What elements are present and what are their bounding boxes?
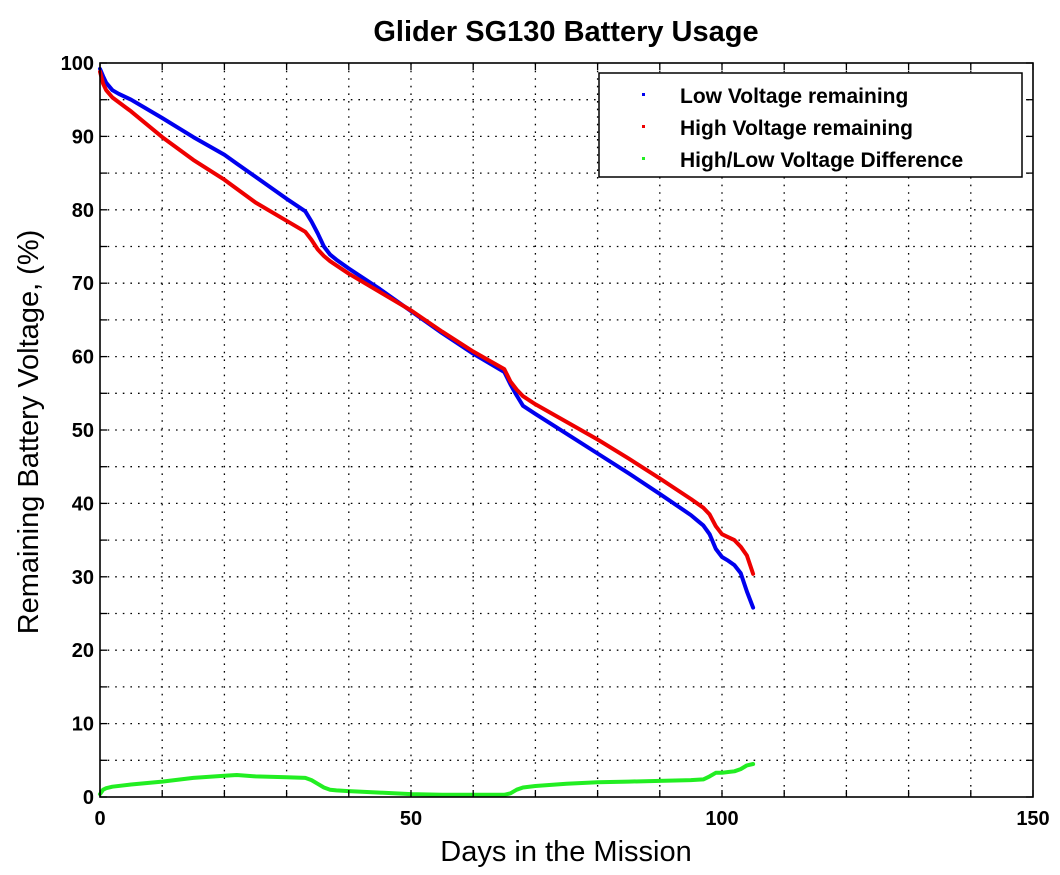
y-tick-label: 70: [72, 273, 94, 295]
legend: Low Voltage remaining High Voltage remain…: [598, 72, 1023, 178]
series-line-1: [98, 69, 756, 576]
x-tick-label: 150: [1016, 808, 1049, 830]
legend-label-1: High Voltage remaining: [680, 117, 913, 140]
series-lines: [98, 66, 756, 797]
x-tick-labels: 0 50 100 150: [94, 808, 1049, 830]
y-tick-label: 40: [72, 493, 94, 515]
legend-marker-1: [642, 125, 645, 128]
legend-marker-0: [642, 93, 645, 96]
y-tick-label: 60: [72, 347, 94, 369]
y-tick-label: 100: [61, 53, 94, 75]
y-tick-labels: 0 10 20 30 40 50 60 70 80 90 100: [61, 53, 94, 809]
x-tick-label: 50: [400, 808, 422, 830]
x-axis-label: Days in the Mission: [440, 836, 691, 868]
legend-marker-2: [642, 157, 645, 160]
grid-lines: [100, 63, 1033, 797]
y-tick-label: 30: [72, 567, 94, 589]
y-tick-label: 90: [72, 126, 94, 148]
axis-ticks: [99, 62, 1034, 798]
y-tick-label: 10: [72, 714, 94, 736]
chart-title: Glider SG130 Battery Usage: [373, 16, 758, 48]
x-tick-label: 100: [705, 808, 738, 830]
x-tick-label: 0: [94, 808, 105, 830]
y-axis-label: Remaining Battery Voltage, (%): [13, 230, 45, 635]
series-line-2: [98, 762, 756, 797]
y-tick-label: 20: [72, 640, 94, 662]
y-tick-label: 50: [72, 420, 94, 442]
y-tick-label: 80: [72, 200, 94, 222]
y-tick-label: 0: [83, 787, 94, 809]
legend-box: [598, 72, 1023, 178]
legend-label-0: Low Voltage remaining: [680, 85, 908, 108]
legend-label-2: High/Low Voltage Difference: [680, 149, 963, 172]
